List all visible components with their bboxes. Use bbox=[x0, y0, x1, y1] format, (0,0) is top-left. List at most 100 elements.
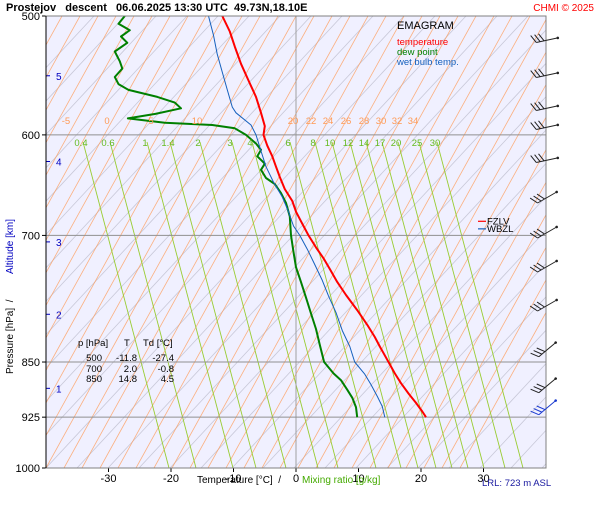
legend-wet-bulb: wet bulb temp. bbox=[396, 57, 459, 68]
temperature-tick-label: -30 bbox=[101, 473, 117, 485]
temperature-tick-label: 20 bbox=[415, 473, 427, 485]
x-axis-title-mixing-ratio: Mixing ratio [g/kg] bbox=[302, 475, 381, 486]
wind-barb-feather bbox=[534, 34, 541, 42]
table-cell: 850 bbox=[86, 374, 102, 385]
mixing-ratio-line bbox=[381, 141, 469, 468]
wind-barb-feather bbox=[530, 122, 537, 130]
dewpoint-profile bbox=[113, 16, 359, 418]
wind-barb-glyph bbox=[529, 225, 558, 239]
wind-barb-dot bbox=[554, 341, 557, 344]
mixing-ratio-line bbox=[82, 141, 170, 468]
background-diagonal bbox=[448, 363, 546, 468]
wind-barb-dot bbox=[555, 259, 558, 263]
mixing-ratio-label: 0.4 bbox=[74, 138, 87, 149]
table-header-p: p [hPa] bbox=[78, 338, 108, 349]
background-diagonal bbox=[169, 62, 546, 468]
background-diagonal bbox=[46, 16, 250, 236]
pressure-tick-label: 700 bbox=[22, 230, 40, 242]
background-diagonal bbox=[46, 16, 157, 135]
dry-adiabat-line bbox=[315, 51, 546, 468]
legend-temperature: temperature bbox=[397, 37, 448, 48]
wind-barb-feather bbox=[529, 232, 538, 239]
wind-barb-feather bbox=[530, 103, 537, 111]
wind-barb-feather bbox=[536, 228, 545, 235]
wind-barb-dot bbox=[554, 399, 557, 402]
wind-barb-icon bbox=[530, 68, 560, 78]
dry-adiabat-label: 5 bbox=[148, 116, 153, 127]
dry-adiabat-label: -5 bbox=[62, 116, 70, 127]
mixing-ratio-label: 8 bbox=[310, 138, 315, 149]
mixing-ratio-label: 4 bbox=[247, 138, 252, 149]
mixing-ratio-label: 1 bbox=[142, 138, 147, 149]
wind-barb-icon bbox=[530, 341, 557, 358]
wind-barb-dot bbox=[556, 104, 560, 108]
table-cell: 2.0 bbox=[124, 364, 137, 375]
dry-adiabat-line bbox=[387, 181, 546, 468]
mixing-ratio-line bbox=[365, 141, 453, 468]
wind-barb-glyph bbox=[530, 33, 560, 43]
dry-adiabat-line bbox=[63, 16, 315, 468]
mixing-ratio-label: 12 bbox=[343, 138, 354, 149]
mixing-ratio-line bbox=[436, 141, 524, 468]
wind-barb-feather bbox=[529, 266, 538, 273]
wind-barb-feather bbox=[538, 68, 545, 77]
dry-adiabat-label: 0 bbox=[104, 116, 109, 127]
background-diagonal bbox=[293, 196, 546, 468]
mixing-ratio-label: 10 bbox=[325, 138, 336, 149]
mixing-ratio-label: 17 bbox=[375, 138, 386, 149]
dry-adiabat-line bbox=[207, 16, 459, 468]
table-cell: 700 bbox=[86, 364, 102, 375]
profile-series bbox=[113, 16, 427, 418]
wind-barb-feather bbox=[530, 155, 537, 163]
wind-barb-dot bbox=[554, 377, 557, 380]
wind-barb-feather bbox=[533, 195, 542, 202]
wind-barb-feather bbox=[536, 405, 546, 411]
wind-barb-feather bbox=[534, 102, 541, 110]
y-axis-title-altitude: Altitude [km] bbox=[5, 219, 16, 274]
background-diagonal bbox=[231, 129, 546, 468]
mixing-ratio-line bbox=[169, 141, 257, 468]
background-diagonal bbox=[46, 16, 374, 369]
temperature-profile bbox=[221, 16, 427, 418]
mixing-ratio-label: 3 bbox=[227, 138, 232, 149]
dry-adiabat-label: 32 bbox=[392, 116, 403, 127]
dry-adiabat-line bbox=[459, 311, 546, 468]
wind-barb-dot bbox=[555, 225, 558, 229]
wind-barb-feather bbox=[530, 35, 537, 43]
temperature-tick-label: -10 bbox=[226, 473, 242, 485]
lrl-label: LRL: 723 m ASL bbox=[482, 478, 551, 489]
altitude-tick-label: 2 bbox=[56, 310, 62, 321]
dry-adiabat-label: 10 bbox=[192, 116, 203, 127]
background-diagonal bbox=[46, 16, 219, 202]
background-lines bbox=[46, 16, 546, 468]
wind-barb-icon bbox=[530, 101, 560, 111]
altitude-tick-label: 4 bbox=[56, 158, 62, 169]
mixing-ratio-line bbox=[231, 141, 319, 468]
table-cell: -11.8 bbox=[116, 353, 137, 364]
wind-barb-icon bbox=[529, 190, 558, 204]
background-diagonal bbox=[46, 16, 126, 102]
background-diagonal bbox=[355, 262, 546, 468]
table-cell: 14.8 bbox=[119, 374, 138, 385]
background-diagonal bbox=[46, 16, 405, 402]
wind-barb-glyph bbox=[529, 298, 558, 312]
wind-barb-glyph bbox=[530, 377, 557, 394]
background-diagonal bbox=[46, 16, 312, 302]
dry-adiabat-line bbox=[46, 16, 207, 307]
mixing-ratio-line bbox=[349, 141, 437, 468]
altitude-tick-label: 3 bbox=[56, 238, 62, 249]
wind-barb-feather bbox=[533, 303, 542, 310]
wind-barb-feather bbox=[529, 305, 538, 312]
dry-adiabat-line bbox=[46, 16, 117, 144]
mixing-ratio-label: 20 bbox=[391, 138, 402, 149]
wind-barb-feather bbox=[536, 193, 545, 200]
mixing-ratio-line bbox=[109, 141, 197, 468]
copyright: CHMI © 2025 bbox=[533, 3, 594, 14]
table-cell: -27.4 bbox=[152, 353, 174, 364]
table-header-t: T bbox=[124, 338, 130, 349]
table-cell: 4.5 bbox=[161, 374, 174, 385]
altitude-tick-label: 1 bbox=[56, 384, 62, 395]
dry-adiabat-line bbox=[81, 16, 333, 468]
dry-adiabat-line bbox=[171, 16, 423, 468]
background-diagonal bbox=[324, 229, 546, 468]
